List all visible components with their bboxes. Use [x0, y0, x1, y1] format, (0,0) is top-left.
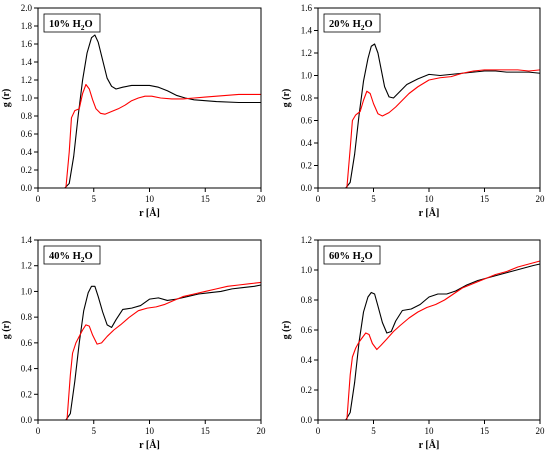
- x-tick-label: 10: [145, 194, 155, 204]
- x-tick-label: 10: [425, 426, 435, 436]
- y-tick-label: 0.0: [301, 183, 313, 193]
- series-line-red-4: [318, 260, 541, 421]
- y-tick-label: 0.4: [301, 355, 313, 365]
- y-tick-label: 0.0: [21, 415, 33, 425]
- x-tick-label: 0: [36, 426, 41, 436]
- x-tick-label: 0: [36, 194, 41, 204]
- x-tick-label: 15: [201, 426, 211, 436]
- x-tick-label: 20: [536, 194, 546, 204]
- y-tick-label: 2.0: [21, 3, 33, 13]
- y-tick-label: 1.0: [301, 71, 313, 81]
- y-tick-label: 0.0: [301, 415, 313, 425]
- y-tick-label: 1.0: [301, 265, 313, 275]
- y-tick-label: 1.8: [21, 21, 33, 31]
- plot-frame: [37, 239, 262, 421]
- chart-panel-3: 0 5 10 15 20 0.0 0.2 0.4 0.6 0.8 1.0 1.2 1.4 r [Å] g (…: [1, 235, 266, 451]
- x-tick-label: 5: [371, 426, 376, 436]
- y-tick-label: 1.4: [21, 57, 33, 67]
- panel-title: 10% H2O: [49, 19, 93, 32]
- x-axis-label: r [Å]: [139, 439, 160, 451]
- y-tick-label: 0.0: [21, 183, 33, 193]
- series-line-black-3: [38, 284, 262, 421]
- panel-title-box: [323, 13, 381, 33]
- series-line-red-3: [38, 281, 262, 421]
- series-line-black-2: [318, 43, 541, 189]
- y-tick-label: 0.4: [21, 364, 33, 374]
- series-line-black-4: [318, 263, 541, 421]
- y-tick-label: 1.2: [301, 48, 312, 58]
- plot-frame: [317, 7, 541, 189]
- chart-panel-2: 0 5 10 15 20 0.0 0.2 0.4 0.6 0.8 1.0 1.2 1.4 1.6 r [Å]…: [281, 3, 545, 219]
- y-tick-label: 1.2: [21, 75, 32, 85]
- series-line-red-1: [38, 83, 261, 189]
- y-tick-label: 0.6: [21, 338, 33, 348]
- x-axis-label: r [Å]: [419, 439, 440, 451]
- x-tick-label: 5: [92, 194, 97, 204]
- y-tick-label: 0.6: [301, 116, 313, 126]
- y-tick-label: 1.6: [21, 39, 33, 49]
- x-tick-label: 10: [145, 426, 155, 436]
- y-axis-label: g (r): [1, 89, 12, 108]
- y-axis-label: g (r): [1, 321, 12, 340]
- y-tick-label: 1.4: [21, 235, 33, 245]
- panel-title: 40% H2O: [49, 251, 93, 264]
- x-tick-label: 20: [257, 426, 267, 436]
- y-tick-label: 0.6: [21, 129, 33, 139]
- x-tick-label: 0: [316, 194, 321, 204]
- x-tick-label: 20: [536, 426, 546, 436]
- y-tick-label: 0.8: [301, 93, 313, 103]
- x-axis-label: r [Å]: [139, 207, 160, 219]
- x-tick-label: 5: [371, 194, 376, 204]
- y-axis-label: g (r): [281, 321, 292, 340]
- panel-title-box: [43, 13, 101, 33]
- y-tick-label: 0.4: [301, 138, 313, 148]
- series-line-red-2: [318, 69, 541, 189]
- chart-panel-1: 0 5 10 15 20 0.0 0.2 0.4 0.6 0.8 1.0 1.2 1.4 1.6 1.8 2.…: [1, 3, 266, 219]
- y-tick-label: 1.0: [21, 93, 33, 103]
- y-tick-label: 0.6: [301, 325, 313, 335]
- x-tick-label: 10: [425, 194, 435, 204]
- chart-panel-4: 0 5 10 15 20 0.0 0.2 0.4 0.6 0.8 1.0 1.2 r [Å] g (r) 6…: [281, 235, 545, 451]
- x-axis-label: r [Å]: [419, 207, 440, 219]
- y-tick-label: 0.8: [301, 295, 313, 305]
- panel-title-box: [43, 245, 101, 265]
- y-tick-label: 1.2: [301, 235, 312, 245]
- y-tick-label: 0.4: [21, 147, 33, 157]
- x-tick-label: 15: [201, 194, 211, 204]
- y-tick-label: 1.4: [301, 26, 313, 36]
- x-tick-label: 15: [480, 194, 490, 204]
- x-tick-label: 0: [316, 426, 321, 436]
- plot-frame: [317, 239, 541, 421]
- y-tick-label: 0.2: [301, 161, 312, 171]
- y-tick-label: 0.2: [21, 389, 32, 399]
- y-tick-label: 0.2: [301, 385, 312, 395]
- y-axis-label: g (r): [281, 89, 292, 108]
- y-tick-label: 0.8: [21, 312, 33, 322]
- x-tick-label: 5: [92, 426, 97, 436]
- y-tick-label: 0.8: [21, 111, 33, 121]
- y-tick-label: 0.2: [21, 165, 32, 175]
- panel-title: 60% H2O: [329, 251, 373, 264]
- panel-title-box: [323, 245, 381, 265]
- y-tick-label: 1.6: [301, 3, 313, 13]
- panel-title: 20% H2O: [329, 19, 373, 32]
- x-tick-label: 15: [480, 426, 490, 436]
- y-tick-label: 1.0: [21, 286, 33, 296]
- x-tick-label: 20: [257, 194, 267, 204]
- y-tick-label: 1.2: [21, 261, 32, 271]
- plot-frame: [37, 7, 262, 189]
- series-line-black-1: [38, 34, 261, 189]
